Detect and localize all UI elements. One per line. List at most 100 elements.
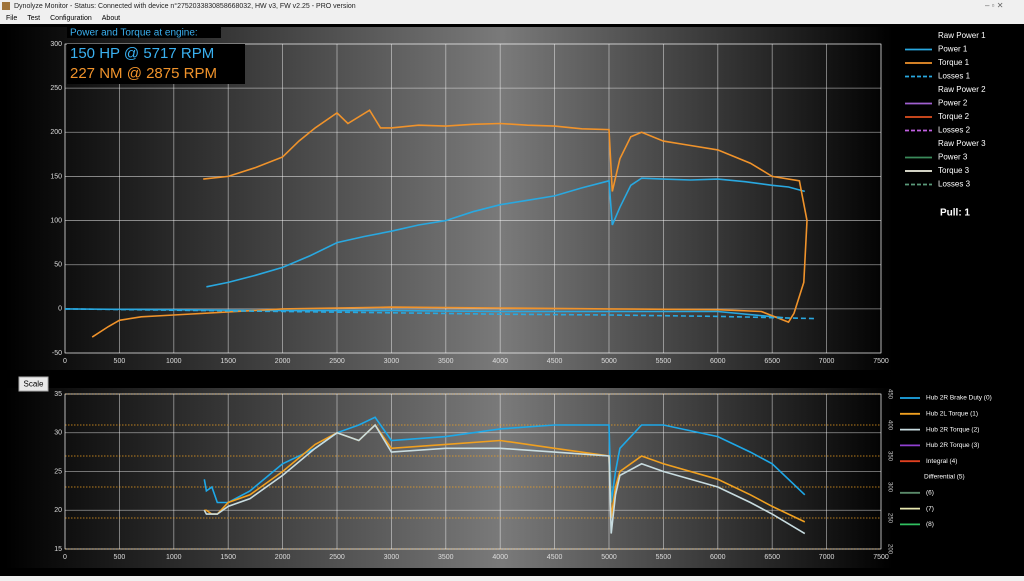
legend-label: Torque 3	[938, 166, 970, 175]
y2-tick-label: 450	[886, 389, 892, 400]
legend-label: Losses 1	[938, 72, 971, 81]
legend-label: Power 2	[938, 99, 968, 108]
x-tick-label: 2500	[329, 554, 345, 561]
series-line	[204, 423, 806, 523]
x-tick-label: 0	[63, 554, 67, 561]
legend-label: Integral (4)	[926, 458, 957, 465]
y-tick-label: 250	[50, 85, 62, 92]
top-legend-bg	[895, 27, 1022, 205]
x-tick-label: 4500	[547, 554, 563, 561]
legend-label: (8)	[926, 521, 934, 528]
window-title: Dynolyze Monitor - Status: Connected wit…	[14, 2, 356, 10]
y-tick-label: 20	[54, 507, 62, 514]
legend-label: Torque 2	[938, 112, 970, 121]
x-tick-label: 7500	[873, 554, 889, 561]
x-tick-label: 4000	[492, 358, 508, 365]
y2-tick-label: 350	[886, 451, 892, 462]
y-tick-label: 35	[54, 391, 62, 398]
app-icon	[2, 2, 10, 10]
menu-item[interactable]: File	[6, 15, 17, 22]
x-tick-label: 1000	[166, 554, 182, 561]
x-tick-label: 4500	[547, 358, 563, 365]
y2-tick-label: 400	[886, 420, 892, 431]
legend-label: Losses 2	[938, 126, 971, 135]
legend-label: (6)	[926, 490, 934, 497]
x-tick-label: 6000	[710, 554, 726, 561]
window-buttons[interactable]: – ▫ ✕	[985, 1, 1003, 10]
series-line	[64, 177, 806, 319]
legend-label: Losses 3	[938, 180, 971, 189]
y-tick-label: 300	[50, 41, 62, 48]
legend-group-title: Raw Power 3	[938, 139, 986, 148]
legend-label: Hub 2R Torque (2)	[926, 426, 979, 433]
bottom-chart-bg	[5, 388, 893, 568]
menu-item[interactable]: About	[102, 15, 120, 22]
x-tick-label: 5000	[601, 358, 617, 365]
legend-label: Power 1	[938, 45, 968, 54]
series-line	[91, 109, 808, 338]
x-tick-label: 2000	[275, 554, 291, 561]
legend-group-title: Raw Power 2	[938, 85, 986, 94]
x-tick-label: 6500	[764, 358, 780, 365]
plots: 0 500 1000 1500 2000 2500 3000 3500 4000 4500 5000…	[50, 31, 991, 561]
series-line	[64, 308, 816, 320]
x-tick-label: 500	[114, 358, 126, 365]
overlay-bg	[67, 44, 245, 84]
y-tick-label: 200	[50, 129, 62, 136]
y2-tick-label: 200	[886, 544, 892, 555]
scale-button[interactable]	[18, 376, 49, 392]
x-tick-label: 7500	[873, 358, 889, 365]
x-tick-label: 2000	[275, 358, 291, 365]
x-tick-label: 0	[63, 358, 67, 365]
menu-item[interactable]: Test	[27, 15, 40, 22]
y-tick-label: 30	[54, 430, 62, 437]
menu-item[interactable]: Configuration	[50, 15, 92, 22]
overlay-torque: 227 NM @ 2875 RPM	[70, 65, 217, 82]
y-tick-label: 50	[54, 262, 62, 269]
series-line	[203, 423, 806, 535]
x-tick-label: 1500	[220, 554, 236, 561]
legend-label: Hub 2L Torque (1)	[926, 411, 978, 418]
x-tick-label: 500	[114, 554, 126, 561]
y-tick-label: -50	[52, 350, 62, 357]
x-tick-label: 7000	[819, 358, 835, 365]
y-tick-label: 25	[54, 468, 62, 475]
legend-label: Power 3	[938, 153, 968, 162]
x-tick-label: 1500	[220, 358, 236, 365]
overlay-title: Power and Torque at engine:	[70, 28, 198, 39]
x-tick-label: 5000	[601, 554, 617, 561]
y-tick-label: 150	[50, 173, 62, 180]
x-tick-label: 3000	[384, 554, 400, 561]
legend-label: Hub 2R Brake Duty (0)	[926, 395, 992, 402]
plot-border	[64, 43, 882, 354]
legend-label: Torque 1	[938, 58, 970, 67]
x-tick-label: 3500	[438, 554, 454, 561]
x-tick-label: 6500	[764, 554, 780, 561]
legend-group-title: Raw Power 1	[938, 31, 986, 40]
overlay-power: 150 HP @ 5717 RPM	[70, 45, 214, 62]
scale-button-label[interactable]: Scale	[23, 380, 44, 389]
legend-label: (7)	[926, 505, 934, 512]
plot-border	[64, 393, 882, 550]
x-tick-label: 2500	[329, 358, 345, 365]
x-tick-label: 3000	[384, 358, 400, 365]
x-tick-label: 3500	[438, 358, 454, 365]
overlay-bg	[67, 27, 221, 38]
y-tick-label: 100	[50, 217, 62, 224]
menu-bar: File Test Configuration About	[6, 15, 120, 22]
y2-tick-label: 300	[886, 482, 892, 493]
y-tick-label: 0	[58, 306, 62, 313]
legend-label: Hub 2R Torque (3)	[926, 442, 979, 449]
x-tick-label: 7000	[819, 554, 835, 561]
x-tick-label: 5500	[656, 358, 672, 365]
pull-label: Pull: 1	[940, 208, 970, 219]
x-tick-label: 1000	[166, 358, 182, 365]
x-tick-label: 5500	[656, 554, 672, 561]
x-tick-label: 4000	[492, 554, 508, 561]
y2-tick-label: 250	[886, 513, 892, 524]
legend-label: Differential (5)	[924, 474, 965, 481]
x-tick-label: 6000	[710, 358, 726, 365]
y-tick-label: 15	[54, 546, 62, 553]
